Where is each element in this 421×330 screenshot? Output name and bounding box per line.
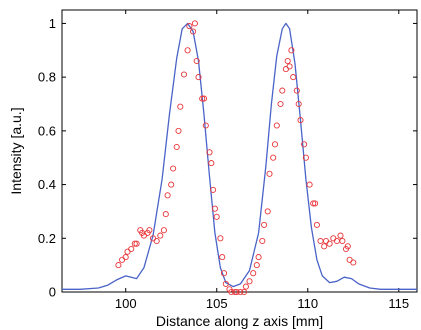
measured-point xyxy=(306,181,313,188)
measured-point xyxy=(277,100,284,108)
measured-point xyxy=(210,186,217,193)
measured-point xyxy=(162,211,169,218)
x-tick-label: 110 xyxy=(297,296,318,311)
measured-point xyxy=(270,154,277,161)
measured-point xyxy=(321,243,328,250)
measured-point xyxy=(128,245,135,253)
measured-point xyxy=(326,240,333,247)
y-tick-label: 0.4 xyxy=(38,177,56,192)
measured-point xyxy=(213,213,220,220)
y-tick-label: 0.8 xyxy=(38,70,56,85)
y-axis-ticks: 0 0.2 0.4 0.6 0.8 1 xyxy=(38,16,417,300)
measured-point xyxy=(173,143,180,151)
measured-point xyxy=(191,20,198,27)
measured-point xyxy=(350,259,357,266)
measured-point xyxy=(284,57,291,65)
y-tick-label: 0.6 xyxy=(38,123,56,138)
measured-point xyxy=(175,127,182,134)
y-tick-label: 1 xyxy=(49,16,56,31)
measured-point xyxy=(200,95,208,102)
measured-point xyxy=(286,63,293,70)
plot-frame xyxy=(61,9,418,293)
measured-point xyxy=(312,200,319,207)
measured-point xyxy=(259,237,266,245)
measured-point xyxy=(222,280,229,287)
measured-point xyxy=(211,205,218,212)
measured-point xyxy=(190,28,197,35)
measured-point xyxy=(242,283,249,290)
measured-point xyxy=(301,141,308,148)
measured-point xyxy=(122,254,129,261)
measured-point xyxy=(337,232,344,239)
x-axis-ticks: 100 105 110 115 xyxy=(115,10,409,311)
measured-point xyxy=(202,122,209,129)
y-axis-label: Intensity [a.u.] xyxy=(8,107,24,194)
measured-point xyxy=(184,47,191,54)
measured-point xyxy=(164,192,171,199)
measured-point xyxy=(273,122,280,129)
measured-point xyxy=(180,71,188,78)
measured-point xyxy=(246,278,253,285)
measured-point xyxy=(233,288,240,296)
measured-point xyxy=(261,221,268,228)
measured-point xyxy=(208,160,215,167)
y-tick-label: 0.2 xyxy=(38,231,56,246)
measured-point xyxy=(157,232,164,239)
x-axis-label: Distance along z axis [mm] xyxy=(156,313,323,329)
y-tick-label: 0 xyxy=(49,285,56,300)
measured-point xyxy=(115,262,122,269)
measured-point xyxy=(295,100,302,108)
measured-point xyxy=(271,141,279,148)
measured-point xyxy=(195,74,202,81)
series-layer xyxy=(62,20,417,296)
measured-point xyxy=(241,288,248,296)
measured-point xyxy=(131,240,138,247)
measured-point xyxy=(344,243,351,250)
measured-point xyxy=(310,200,317,207)
measured-point xyxy=(160,227,167,234)
measured-point xyxy=(186,23,193,30)
x-tick-label: 100 xyxy=(115,296,137,311)
measured-point xyxy=(293,87,300,94)
x-tick-label: 115 xyxy=(388,296,409,311)
measured-point xyxy=(153,237,160,245)
measured-point xyxy=(168,181,175,188)
x-tick-label: 105 xyxy=(206,296,228,311)
measured-point xyxy=(302,154,309,161)
measured-point xyxy=(279,87,286,94)
measured-point xyxy=(290,74,297,81)
measured-point xyxy=(253,262,260,269)
measured-point xyxy=(237,288,244,296)
measured-point xyxy=(250,270,257,277)
measured-point xyxy=(313,221,320,228)
measured-point xyxy=(297,117,304,124)
measured-point xyxy=(264,208,271,215)
measured-point xyxy=(193,57,200,65)
measured-point xyxy=(266,170,273,177)
model-curve xyxy=(62,22,417,290)
measured-point xyxy=(288,47,295,54)
measured-point xyxy=(219,254,226,261)
measured-point xyxy=(217,235,224,242)
measured-point xyxy=(133,240,140,247)
measured-point xyxy=(199,95,206,102)
measured-point xyxy=(339,237,346,245)
measured-point xyxy=(255,254,262,261)
measured-point xyxy=(206,149,213,156)
measured-point xyxy=(220,270,228,277)
measured-point xyxy=(177,103,184,110)
measured-point xyxy=(170,165,177,172)
measured-point xyxy=(146,227,153,234)
